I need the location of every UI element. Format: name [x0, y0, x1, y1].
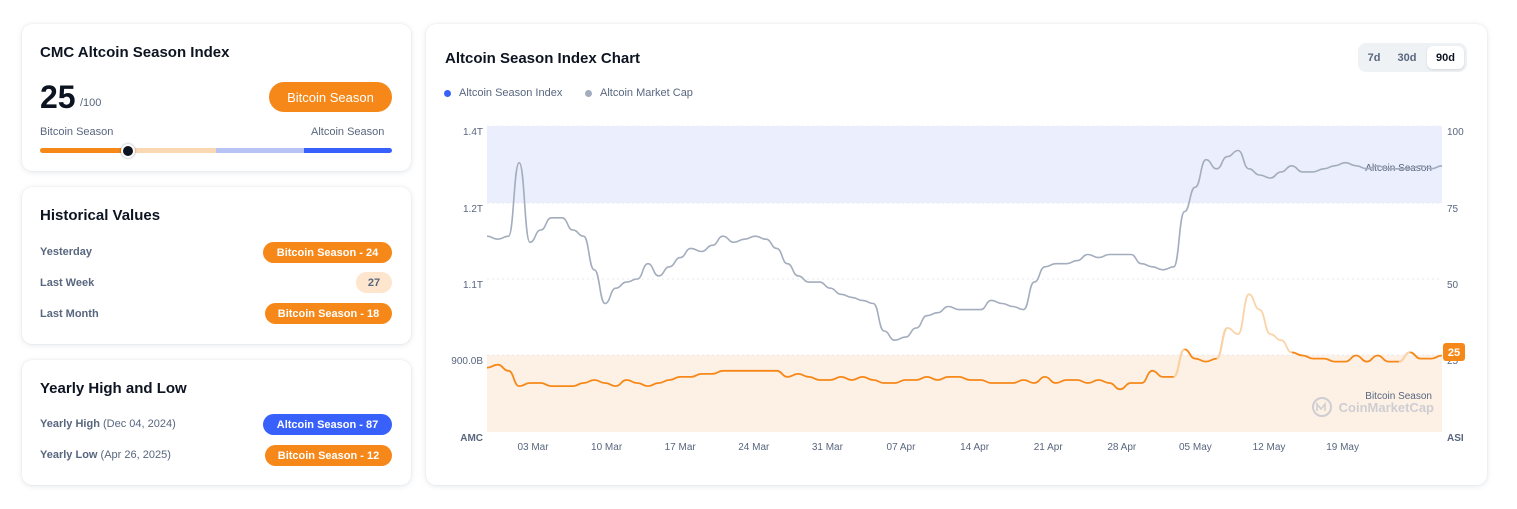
index-card-title: CMC Altcoin Season Index — [40, 44, 230, 61]
asi-line-segment — [1409, 351, 1443, 360]
legend-altcoin-season-index[interactable]: Altcoin Season Index — [444, 87, 562, 99]
x-tick-label: 28 Apr — [1107, 442, 1137, 453]
yearly-low-text: Yearly Low — [40, 449, 98, 461]
y-right-tick-25: 25 — [1447, 356, 1459, 367]
y-right-tick-50: 50 — [1447, 280, 1459, 291]
altcoin-season-zone — [487, 126, 1442, 203]
scale-segment-bitcoin — [40, 148, 128, 153]
zone-label-bitcoin: Bitcoin Season — [1365, 391, 1432, 402]
yearly-low-date: (Apr 26, 2025) — [100, 449, 171, 461]
index-status-badge: Bitcoin Season — [269, 82, 392, 112]
historical-last-month-value: Bitcoin Season - 18 — [265, 303, 392, 324]
legend-altcoin-market-cap[interactable]: Altcoin Market Cap — [585, 87, 693, 99]
historical-yesterday-value: Bitcoin Season - 24 — [263, 242, 392, 263]
gridlines — [487, 125, 1442, 356]
asi-line-segment — [486, 348, 1185, 391]
tab-7d[interactable]: 7d — [1367, 51, 1381, 64]
current-value-badge: 25 — [1443, 343, 1465, 361]
y-axis-right: 100 75 50 25 ASI — [1447, 127, 1464, 444]
legend-label-asi: Altcoin Season Index — [459, 87, 563, 99]
scale-left-label: Bitcoin Season — [40, 126, 114, 138]
x-tick-label: 24 Mar — [738, 442, 770, 453]
scale-segment-altcoin-light — [216, 148, 304, 153]
range-tabs: 7d 30d 90d — [1358, 43, 1467, 72]
x-tick-label: 03 Mar — [517, 442, 549, 453]
tab-30d[interactable]: 30d — [1397, 51, 1417, 64]
y-right-tick-75: 75 — [1447, 204, 1459, 215]
asi-line-segment — [1291, 351, 1410, 363]
x-tick-label: 12 May — [1253, 442, 1286, 453]
x-axis: 03 Mar 10 Mar 17 Mar 24 Mar 31 Mar 07 Apr 14 A… — [517, 442, 1359, 453]
yearly-high-text: Yearly High — [40, 418, 100, 430]
scale-segment-bitcoin-light — [128, 148, 216, 153]
y-right-axis-label: ASI — [1447, 433, 1464, 444]
y-right-tick-100: 100 — [1447, 127, 1464, 138]
x-tick-label: 31 Mar — [812, 442, 844, 453]
yearly-low-label: Yearly Low (Apr 26, 2025) — [40, 449, 171, 461]
index-value: 25 — [40, 79, 76, 115]
x-tick-label: 07 Apr — [887, 442, 917, 453]
yearly-high-date: (Dec 04, 2024) — [102, 418, 176, 430]
index-max: /100 — [80, 97, 102, 109]
y-left-tick-2: 1.2T — [463, 204, 483, 215]
scale-right-label: Altcoin Season — [311, 126, 385, 138]
scale-indicator-knob[interactable] — [121, 144, 135, 158]
chart-title: Altcoin Season Index Chart — [445, 50, 641, 67]
coinmarketcap-logo-icon — [1312, 397, 1332, 417]
x-tick-label: 19 May — [1326, 442, 1359, 453]
x-tick-label: 17 Mar — [665, 442, 697, 453]
current-value-badge-bg — [1443, 343, 1465, 361]
y-left-tick-1: 1.4T — [463, 127, 483, 138]
historical-title: Historical Values — [40, 207, 161, 224]
yearly-high-value: Altcoin Season - 87 — [263, 414, 392, 435]
scale-segment-altcoin — [304, 148, 392, 153]
current-value-badge-text: 25 — [1448, 347, 1460, 359]
y-left-axis-label: AMC — [460, 433, 483, 444]
historical-last-week-label: Last Week — [40, 277, 95, 289]
legend-label-amc: Altcoin Market Cap — [600, 87, 693, 99]
series-line-altcoin-market-cap — [486, 149, 1443, 342]
asi-line-segment — [1216, 293, 1303, 360]
historical-yesterday-label: Yesterday — [40, 246, 92, 258]
watermark: CoinMarketCap — [1312, 397, 1434, 417]
historical-last-week-value: 27 — [356, 272, 392, 293]
yearly-high-label: Yearly High (Dec 04, 2024) — [40, 418, 176, 430]
bitcoin-season-zone — [487, 355, 1442, 432]
x-tick-label: 14 Apr — [960, 442, 990, 453]
yearly-title: Yearly High and Low — [40, 380, 187, 397]
x-tick-label: 05 May — [1179, 442, 1212, 453]
historical-last-month-label: Last Month — [40, 308, 99, 320]
yearly-low-value: Bitcoin Season - 12 — [265, 445, 392, 466]
y-left-tick-3: 1.1T — [463, 280, 483, 291]
series-altcoin-season-index — [486, 293, 1443, 391]
x-tick-label: 10 Mar — [591, 442, 623, 453]
coinmarketcap-logo-mark-icon — [1316, 401, 1326, 411]
legend-dot-gray-icon — [585, 89, 592, 97]
y-left-tick-4: 900.0B — [451, 356, 483, 367]
watermark-text: CoinMarketCap — [1339, 400, 1434, 415]
legend-dot-blue-icon — [444, 89, 451, 97]
tab-90d[interactable]: 90d — [1427, 46, 1464, 69]
y-axis-left: 1.4T 1.2T 1.1T 900.0B AMC — [451, 127, 483, 444]
x-tick-label: 21 Apr — [1034, 442, 1064, 453]
